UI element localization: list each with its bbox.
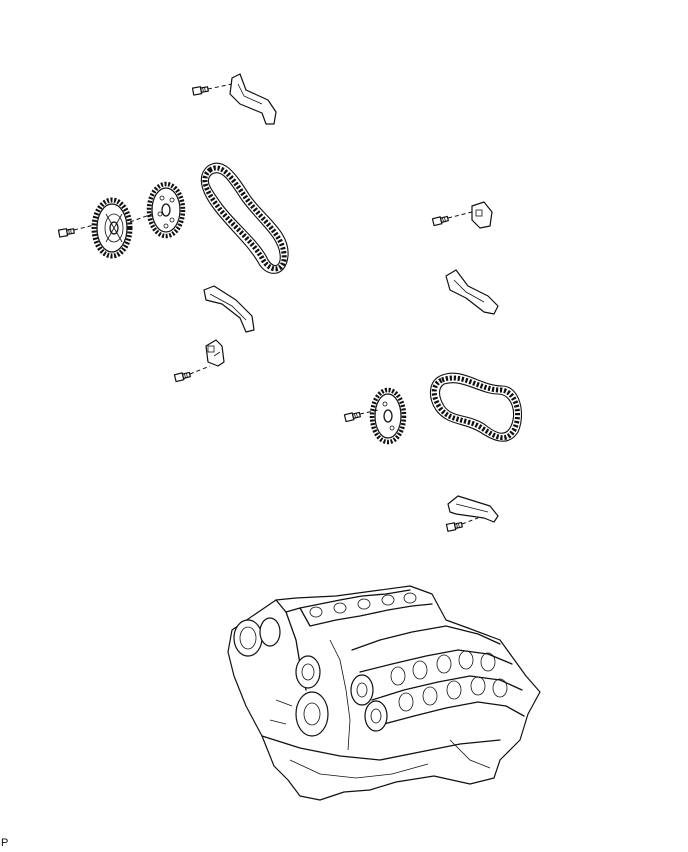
tensioner-bolt-left — [173, 365, 211, 383]
chain-slipper-right-lower — [447, 495, 499, 523]
chain-tensioner-right — [471, 201, 493, 229]
timing-chain-left — [200, 162, 289, 274]
camshaft-bolt-left — [57, 213, 153, 238]
slipper-bolt-right — [445, 517, 479, 532]
chain-guide-upper — [229, 73, 277, 125]
tensioner-bolt-right — [431, 211, 473, 227]
chain-slipper-left — [203, 285, 255, 333]
camshaft-sprocket-left — [146, 181, 186, 239]
chain-guide-right-upper — [445, 269, 499, 315]
chain-tensioner-left — [205, 339, 225, 367]
engine-assembly — [227, 585, 541, 801]
figure-code: P — [1, 837, 9, 849]
camshaft-bolt-right — [343, 409, 379, 423]
timing-chain-right — [429, 372, 522, 442]
camshaft-sprocket-right — [369, 387, 407, 445]
guide-bolt-upper — [191, 83, 233, 96]
camshaft-timing-gear-left — [91, 197, 133, 259]
